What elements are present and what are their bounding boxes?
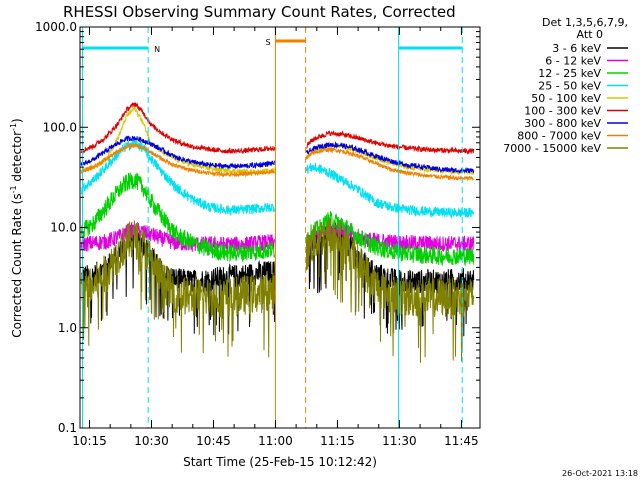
- series-8-segment-1: [305, 217, 475, 363]
- x-axis-label: Start Time (25-Feb-15 10:12:42): [183, 455, 377, 469]
- legend-header-line-1: Det 1,3,5,6,7,9,: [542, 16, 628, 29]
- y-axis-label-part-1: Corrected Count Rate (s: [10, 193, 24, 337]
- series-3-segment-0: [80, 138, 276, 216]
- series-7-segment-1: [305, 147, 474, 182]
- series-5-segment-0: [80, 101, 276, 155]
- x-tick-label: 11:00: [258, 434, 293, 448]
- plot-area: NS: [80, 27, 475, 428]
- y-axis-label-sup-1: -1: [9, 185, 18, 193]
- x-tick-label: 11:15: [320, 434, 355, 448]
- x-tick-label: 11:30: [382, 434, 417, 448]
- legend-label-7: 800 - 7000 keV: [517, 130, 601, 143]
- plot-frame: [79, 26, 481, 429]
- y-tick-label: 1.0: [58, 321, 77, 335]
- series-7-segment-0: [80, 142, 276, 178]
- x-tick-label: 11:45: [444, 434, 479, 448]
- legend-header: Det 1,3,5,6,7,9, Att 0: [542, 16, 628, 41]
- legend-label-8: 7000 - 15000 keV: [503, 142, 601, 155]
- series-5-segment-1: [306, 130, 475, 155]
- annotation-S-label: S: [265, 38, 270, 47]
- y-axis-label-sup-2: -1: [9, 123, 18, 131]
- legend-label-0: 3 - 6 keV: [552, 42, 601, 55]
- legend-label-2: 12 - 25 keV: [538, 67, 601, 80]
- y-axis-label-part-2: detector: [10, 131, 24, 186]
- x-tick-label: 10:30: [134, 434, 169, 448]
- legend-header-line-2: Att 0: [577, 28, 603, 41]
- y-axis-label-part-3: ): [10, 118, 24, 123]
- generation-timestamp: 26-Oct-2021 13:18: [562, 469, 638, 478]
- legend-label-6: 300 - 800 keV: [524, 117, 601, 130]
- legend-label-4: 50 - 100 keV: [531, 92, 601, 105]
- series-2-segment-0: [81, 172, 276, 263]
- x-tick-label: 10:45: [196, 434, 231, 448]
- series-3-segment-1: [305, 162, 475, 220]
- x-tick-label: 10:15: [72, 434, 107, 448]
- y-tick-label: 100.0: [43, 120, 77, 134]
- legend-label-5: 100 - 300 keV: [524, 105, 601, 118]
- series-6-segment-1: [305, 141, 475, 175]
- series-6-segment-0: [80, 135, 276, 170]
- chart-title: RHESSI Observing Summary Count Rates, Co…: [63, 3, 456, 21]
- y-tick-label: 1000.0: [35, 20, 77, 34]
- series-8-segment-0: [80, 220, 276, 358]
- annotation-N-label: N: [154, 45, 160, 54]
- legend-label-1: 6 - 12 keV: [545, 55, 601, 68]
- y-axis-label: Corrected Count Rate (s-1 detector-1): [9, 118, 24, 337]
- y-tick-label: 0.1: [58, 421, 77, 435]
- legend-label-3: 25 - 50 keV: [538, 80, 601, 93]
- y-tick-label: 10.0: [50, 221, 77, 235]
